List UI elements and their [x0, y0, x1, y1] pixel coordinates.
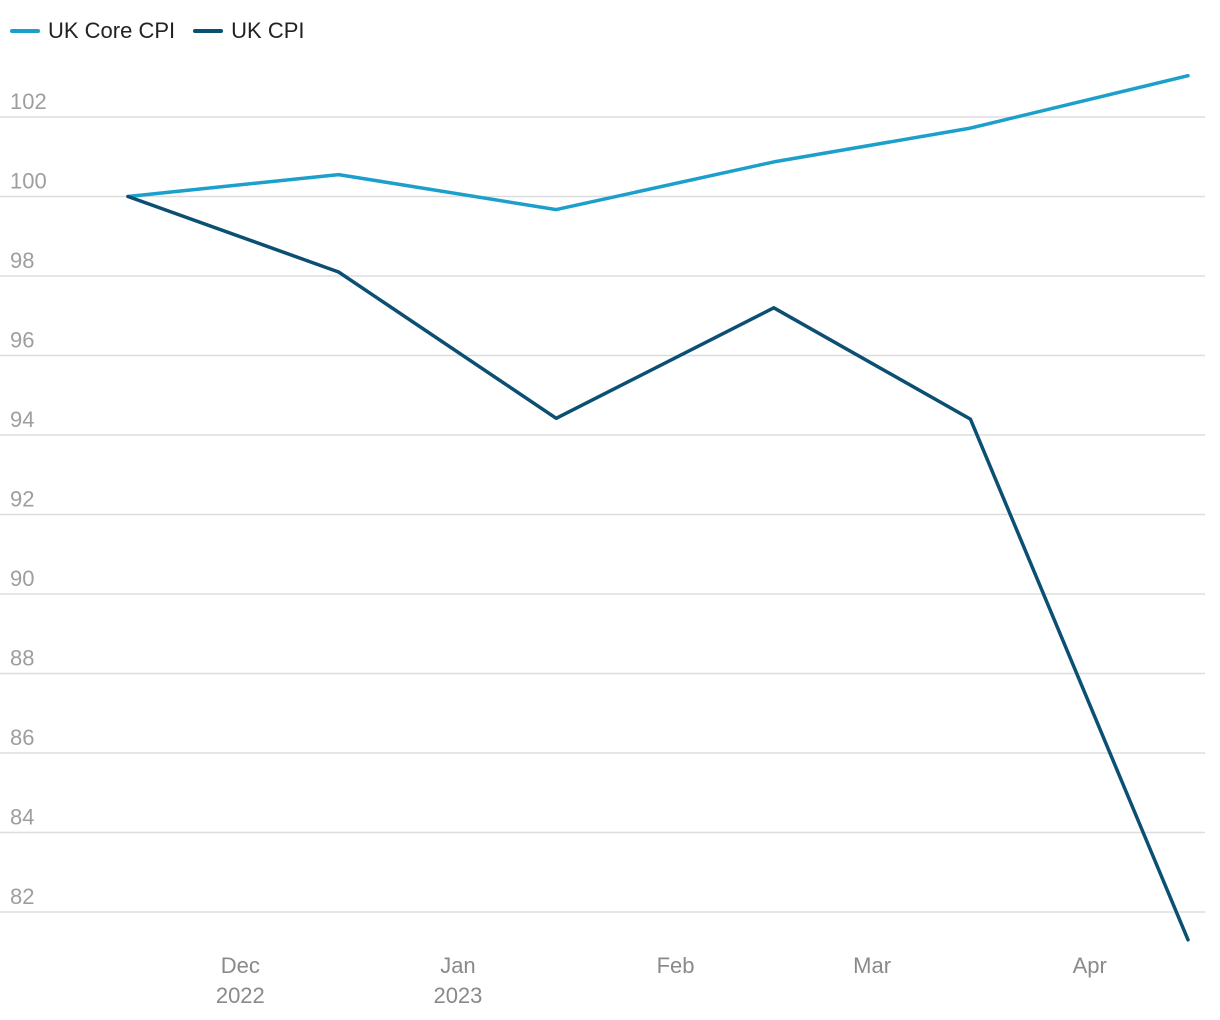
- x-tick-label: Apr: [1073, 953, 1107, 978]
- legend-item-uk-cpi[interactable]: UK CPI: [193, 18, 305, 44]
- x-tick-year-label: 2022: [216, 983, 265, 1008]
- x-tick-label: Mar: [853, 953, 891, 978]
- y-axis-ticks: 82 84 86 88 90 92 94 96 98 100 102: [10, 89, 47, 909]
- x-axis-ticks: Dec 2022 Jan 2023 Feb Mar Apr: [216, 953, 1107, 1008]
- series-line-uk-core-cpi[interactable]: [126, 73, 1190, 212]
- y-tick-label: 100: [10, 169, 47, 194]
- legend-swatch-uk-core-cpi: [10, 29, 40, 33]
- y-tick-label: 82: [10, 884, 34, 909]
- x-tick-year-label: 2023: [433, 983, 482, 1008]
- y-tick-label: 86: [10, 725, 34, 750]
- legend-item-uk-core-cpi[interactable]: UK Core CPI: [10, 18, 175, 44]
- y-tick-label: 90: [10, 566, 34, 591]
- x-tick-label: Feb: [657, 953, 695, 978]
- y-tick-label: 84: [10, 805, 34, 830]
- y-tick-label: 88: [10, 646, 34, 671]
- legend-label-uk-cpi: UK CPI: [231, 18, 305, 43]
- x-tick-label: Jan: [440, 953, 475, 978]
- legend-swatch-uk-cpi: [193, 29, 224, 33]
- y-tick-label: 94: [10, 407, 34, 432]
- series-lines: [126, 73, 1190, 942]
- grid-lines: [0, 116, 1205, 913]
- y-tick-label: 96: [10, 328, 34, 353]
- series-line-uk-cpi[interactable]: [126, 194, 1190, 942]
- y-tick-label: 98: [10, 248, 34, 273]
- y-tick-label: 92: [10, 487, 34, 512]
- y-tick-label: 102: [10, 89, 47, 114]
- legend: UK Core CPI UK CPI: [10, 18, 305, 44]
- legend-label-uk-core-cpi: UK Core CPI: [48, 18, 176, 43]
- x-tick-label: Dec: [221, 953, 260, 978]
